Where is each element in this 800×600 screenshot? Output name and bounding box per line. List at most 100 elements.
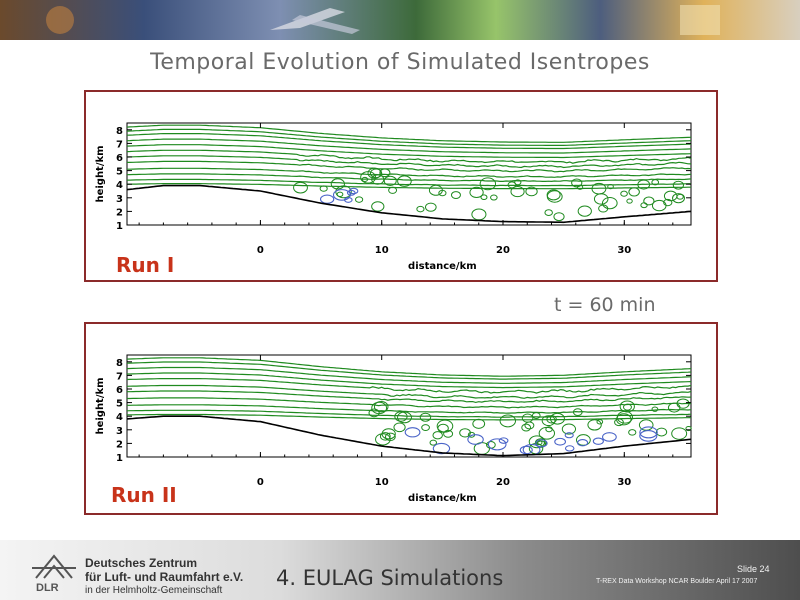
turbulent-eddy <box>628 187 640 197</box>
isentrope-line <box>126 384 692 399</box>
turbulent-eddy <box>587 419 602 431</box>
turbulent-eddy <box>546 190 563 203</box>
turbulent-eddy <box>651 199 667 212</box>
y-tick-label: 7 <box>116 371 123 382</box>
turbulent-eddy <box>637 179 651 190</box>
turbulent-eddy <box>368 408 380 418</box>
isentrope-line <box>127 167 692 178</box>
isentrope-line <box>126 128 692 146</box>
x-tick-label: 30 <box>617 477 631 488</box>
isentrope-line <box>126 409 692 418</box>
turbulent-eddy <box>596 419 604 425</box>
isentrope-line <box>126 357 692 377</box>
turbulent-eddy <box>450 191 461 199</box>
x-tick-label: 20 <box>496 245 510 256</box>
cold-air-eddy <box>498 437 509 444</box>
turbulent-eddy <box>469 186 484 198</box>
turbulent-eddy <box>553 212 565 222</box>
turbulent-eddy <box>623 403 632 411</box>
isentrope-line <box>126 361 692 380</box>
turbulent-eddy <box>361 176 369 182</box>
y-tick-label: 7 <box>116 139 123 150</box>
isentrope-line <box>126 133 692 150</box>
turbulent-eddy <box>531 412 541 419</box>
turbulent-eddy <box>544 209 553 216</box>
y-tick-label: 5 <box>116 167 123 178</box>
turbulent-eddy <box>385 432 396 442</box>
dlr-logo-icon: DLR <box>32 554 76 594</box>
isentrope-line <box>126 124 692 143</box>
turbulent-eddy <box>369 168 383 179</box>
y-tick-label: 6 <box>116 385 123 396</box>
turbulent-eddy <box>379 168 391 178</box>
cold-air-eddy <box>639 426 658 439</box>
isentrope-line <box>126 138 692 154</box>
run-1-label: Run I <box>116 253 175 277</box>
turbulent-eddy <box>375 433 391 446</box>
isentrope-line <box>127 397 691 409</box>
y-tick-label: 2 <box>116 439 123 450</box>
isentrope-line <box>126 155 692 169</box>
turbulent-eddy <box>499 414 517 428</box>
y-tick-label: 1 <box>116 221 123 232</box>
turbulent-eddy <box>521 413 534 423</box>
terrain-line <box>126 415 692 457</box>
cold-air-eddy <box>564 445 575 452</box>
turbulent-eddy <box>459 428 471 438</box>
turbulent-eddy <box>651 179 660 186</box>
turbulent-eddy <box>655 427 668 437</box>
turbulent-eddy <box>397 411 412 424</box>
cold-air-eddy <box>592 437 604 445</box>
turbulent-eddy <box>330 178 345 190</box>
cold-air-eddy <box>467 434 484 445</box>
turbulent-eddy <box>371 201 385 212</box>
cold-air-eddy <box>639 429 658 442</box>
cold-air-eddy <box>519 445 533 455</box>
cold-air-eddy <box>487 438 507 451</box>
chart-run-2: 0 10 20 30 1 2 3 4 5 6 7 8 distance/km height/km <box>95 354 692 504</box>
chart-panel-run-1: 0 10 20 30 1 2 3 4 5 6 7 8 distance/km height/km <box>84 90 718 282</box>
turbulent-eddy <box>561 423 577 435</box>
x-tick-label: 0 <box>257 245 264 256</box>
isentrope-line <box>126 378 692 394</box>
cold-air-eddy <box>432 442 451 455</box>
turbulent-eddy <box>521 423 532 432</box>
turbulent-eddy <box>577 205 592 217</box>
turbulent-eddy <box>388 186 398 194</box>
cold-air-eddy <box>564 432 574 439</box>
cold-air-eddy <box>602 432 617 442</box>
isentrope-line <box>126 149 692 164</box>
turbulent-eddy <box>428 184 443 196</box>
turbulent-eddy <box>397 175 412 187</box>
organization-name: Deutsches Zentrum für Luft- und Raumfahr… <box>85 556 243 598</box>
turbulent-eddy <box>394 411 408 422</box>
y-tick-label: 3 <box>116 194 123 205</box>
turbulent-eddy <box>367 167 382 179</box>
isentrope-line <box>127 390 692 404</box>
turbulent-eddy <box>528 435 546 449</box>
y-tick-label: 1 <box>116 453 123 464</box>
turbulent-eddy <box>421 424 430 432</box>
slide-number: Slide 24 <box>737 564 770 574</box>
banner-image <box>0 0 800 40</box>
turbulent-eddy <box>480 194 488 201</box>
plot-frame <box>126 354 692 458</box>
turbulent-eddy <box>685 425 692 432</box>
isentrope-line <box>126 366 692 384</box>
y-tick-label: 8 <box>116 358 123 369</box>
cold-air-eddy <box>535 439 548 448</box>
turbulent-eddy <box>383 175 397 186</box>
turbulent-eddy <box>593 193 609 205</box>
turbulent-eddy <box>628 429 637 436</box>
turbulent-eddy <box>620 190 628 197</box>
turbulent-eddy <box>319 185 328 192</box>
footer-bar <box>0 540 800 600</box>
run-2-label: Run II <box>111 483 177 507</box>
turbulent-eddy <box>626 198 633 204</box>
isentrope-line <box>127 372 692 389</box>
terrain-line <box>126 184 692 224</box>
turbulent-eddy <box>393 422 406 433</box>
turbulent-eddy <box>549 412 565 425</box>
turbulent-eddy <box>576 184 584 190</box>
turbulent-eddy <box>479 177 497 191</box>
